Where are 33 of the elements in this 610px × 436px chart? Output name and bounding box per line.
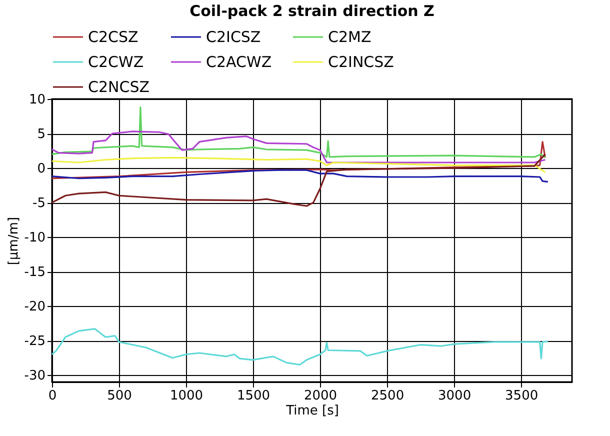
x-tick-label: 0 [48, 388, 57, 404]
legend-label: C2NCSZ [88, 78, 150, 96]
y-tick-label: 10 [28, 92, 46, 108]
legend-label: C2ACWZ [206, 53, 272, 71]
x-tick-label: 3000 [438, 388, 472, 404]
y-tick-label: 5 [37, 127, 46, 142]
y-tick-label: -5 [32, 196, 46, 212]
line-series [51, 106, 546, 158]
y-axis-title: [µm/m] [6, 216, 22, 266]
line-series [51, 130, 546, 164]
line-series [51, 328, 549, 366]
legend-label: C2CWZ [88, 53, 144, 71]
y-tick-label: -20 [24, 300, 46, 315]
line-series [51, 156, 546, 173]
x-tick-label: 2500 [371, 388, 404, 404]
y-tick-label: -10 [24, 230, 46, 246]
x-tick-label: 1500 [236, 388, 270, 404]
line-series [51, 153, 546, 207]
legend-label: C2ICSZ [206, 28, 261, 46]
y-tick-label: -30 [24, 368, 46, 384]
x-tick-label: 2000 [304, 388, 338, 404]
y-tick-label: -15 [24, 265, 46, 280]
y-tick-label: -25 [24, 334, 46, 350]
legend-label: C2CSZ [88, 28, 138, 46]
x-tick-label: 500 [107, 388, 132, 404]
legend-label: C2MZ [328, 28, 372, 46]
chart-title: Coil-pack 2 strain direction Z [190, 2, 435, 20]
x-axis-title: Time [s] [285, 404, 339, 418]
x-tick-label: 1000 [170, 388, 204, 404]
y-tick-label: 0 [37, 162, 46, 177]
x-tick-label: 3500 [505, 388, 538, 404]
line-series [51, 169, 549, 183]
legend-label: C2INCSZ [328, 53, 394, 71]
